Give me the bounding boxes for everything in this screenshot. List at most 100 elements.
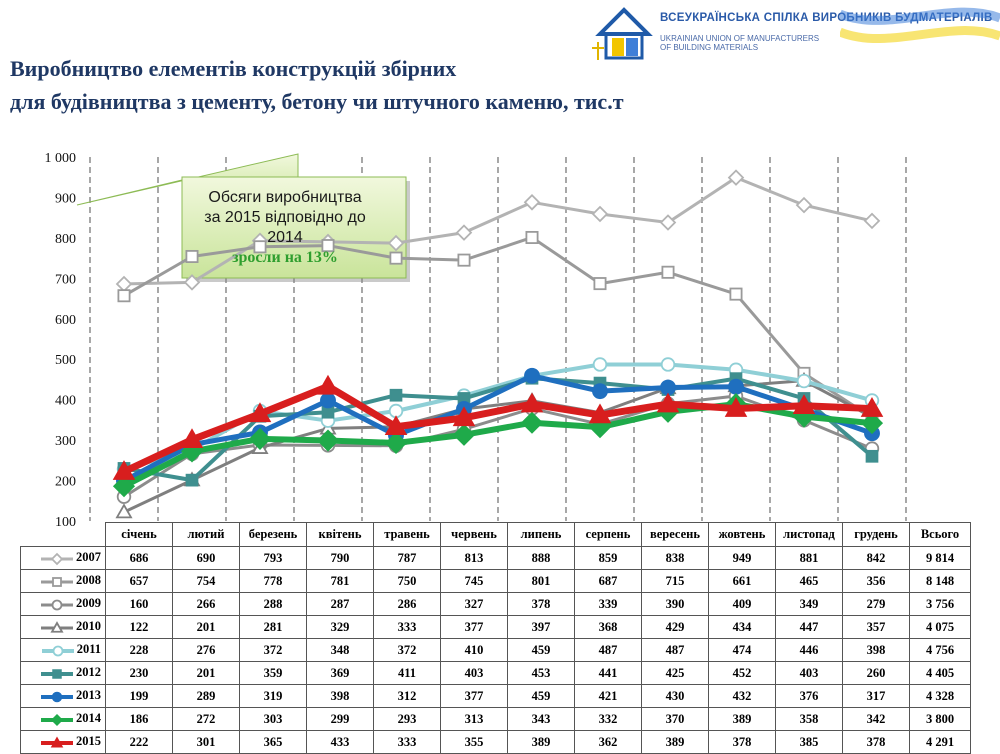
- table-cell: 465: [775, 569, 843, 593]
- data-point: [384, 431, 408, 455]
- table-cell: 287: [306, 592, 374, 616]
- data-point: [115, 503, 133, 519]
- table-cell: 441: [574, 661, 642, 685]
- data-point: [321, 239, 335, 253]
- table-cell: 398: [306, 684, 374, 708]
- table-cell: 409: [708, 592, 776, 616]
- total-header: Всього: [909, 522, 971, 547]
- table-cell: 228: [105, 638, 173, 662]
- category-label: жовтень: [708, 522, 776, 547]
- row-total: 3 800: [909, 707, 971, 731]
- table-row: 2008 657 754 778 781 750 745 801 687 715 661 465 356…: [20, 569, 971, 593]
- table-cell: 288: [239, 592, 307, 616]
- data-point: [796, 373, 812, 389]
- data-point: [320, 392, 336, 409]
- legend-key-icon: [41, 736, 73, 748]
- data-point: [387, 234, 405, 252]
- y-tick-label: 600: [55, 313, 76, 328]
- category-label: квітень: [306, 522, 374, 547]
- table-cell: 356: [842, 569, 910, 593]
- table-cell: 272: [172, 707, 240, 731]
- table-cell: 303: [239, 707, 307, 731]
- table-cell: 453: [507, 661, 575, 685]
- table-cell: 266: [172, 592, 240, 616]
- series-legend-cell: 2010: [20, 615, 106, 639]
- table-cell: 201: [172, 661, 240, 685]
- data-point: [727, 169, 745, 186]
- series-legend-cell: 2013: [20, 684, 106, 708]
- table-cell: 686: [105, 546, 173, 570]
- table-cell: 859: [574, 546, 642, 570]
- table-cell: 474: [708, 638, 776, 662]
- table-cell: 429: [641, 615, 709, 639]
- table-cell: 362: [574, 730, 642, 754]
- series-line: [122, 401, 873, 489]
- table-cell: 377: [440, 684, 508, 708]
- table-cell: 389: [507, 730, 575, 754]
- data-point: [659, 214, 677, 231]
- series-legend-cell: 2008: [20, 569, 106, 593]
- data-point: [185, 473, 199, 487]
- table-cell: 487: [641, 638, 709, 662]
- page-title-line1: Виробництво елементів конструкцій збірни…: [10, 56, 457, 81]
- data-point: [660, 379, 676, 396]
- table-row: 2007 686 690 793 790 787 813 888 859 838 949 881 842…: [20, 546, 971, 570]
- row-total: 8 148: [909, 569, 971, 593]
- data-point: [592, 383, 608, 400]
- table-cell: 421: [574, 684, 642, 708]
- table-row: 2011 228 276 372 348 372 410 459 487 487 474 446 398…: [20, 638, 971, 662]
- table-cell: 459: [507, 638, 575, 662]
- y-tick-label: 1 000: [45, 151, 77, 166]
- callout-highlight: зросли на 13%: [232, 249, 338, 266]
- y-tick-label: 700: [55, 272, 76, 287]
- table-cell: 433: [306, 730, 374, 754]
- data-point: [860, 397, 884, 417]
- table-row: 2010 122 201 281 329 333 377 397 368 429 434 447 357…: [20, 615, 971, 639]
- table-cell: 276: [172, 638, 240, 662]
- data-point: [525, 230, 539, 244]
- data-point: [117, 289, 131, 303]
- series-legend-cell: 2015: [20, 730, 106, 754]
- table-cell: 289: [172, 684, 240, 708]
- table-cell: 122: [105, 615, 173, 639]
- data-point: [452, 406, 476, 427]
- table-cell: 230: [105, 661, 173, 685]
- table-cell: 372: [373, 638, 441, 662]
- y-tick-label: 800: [55, 232, 76, 247]
- page-title: Виробництво елементів конструкцій збірни…: [10, 52, 624, 118]
- series-name: 2014: [76, 711, 101, 726]
- data-point: [524, 367, 540, 384]
- table-cell: 357: [842, 615, 910, 639]
- table-cell: 358: [775, 707, 843, 731]
- data-point: [724, 397, 748, 417]
- category-label: травень: [373, 522, 441, 547]
- table-cell: 378: [507, 592, 575, 616]
- data-point: [253, 240, 267, 254]
- series-name: 2015: [76, 734, 101, 749]
- table-cell: 390: [641, 592, 709, 616]
- table-cell: 389: [708, 707, 776, 731]
- row-total: 4 328: [909, 684, 971, 708]
- category-label: листопад: [775, 522, 843, 547]
- table-cell: 359: [239, 661, 307, 685]
- category-label: грудень: [842, 522, 910, 547]
- series-name: 2010: [76, 619, 101, 634]
- org-logo: ВСЕУКРАЇНСЬКА СПІЛКА ВИРОБНИКІВ БУДМАТЕР…: [590, 4, 1000, 64]
- row-total: 4 405: [909, 661, 971, 685]
- table-cell: 398: [842, 638, 910, 662]
- table-cell: 378: [842, 730, 910, 754]
- table-corner: [21, 523, 106, 547]
- series-2013: [116, 367, 880, 489]
- table-cell: 657: [105, 569, 173, 593]
- data-point: [384, 415, 408, 436]
- table-cell: 430: [641, 684, 709, 708]
- callout-line3: 2014: [267, 229, 303, 246]
- table-cell: 370: [641, 707, 709, 731]
- legend-key-icon: [41, 713, 73, 726]
- table-cell: 279: [842, 592, 910, 616]
- table-cell: 365: [239, 730, 307, 754]
- table-cell: 745: [440, 569, 508, 593]
- y-tick-label: 500: [55, 353, 76, 368]
- category-label: березень: [239, 522, 307, 547]
- data-point: [660, 357, 676, 372]
